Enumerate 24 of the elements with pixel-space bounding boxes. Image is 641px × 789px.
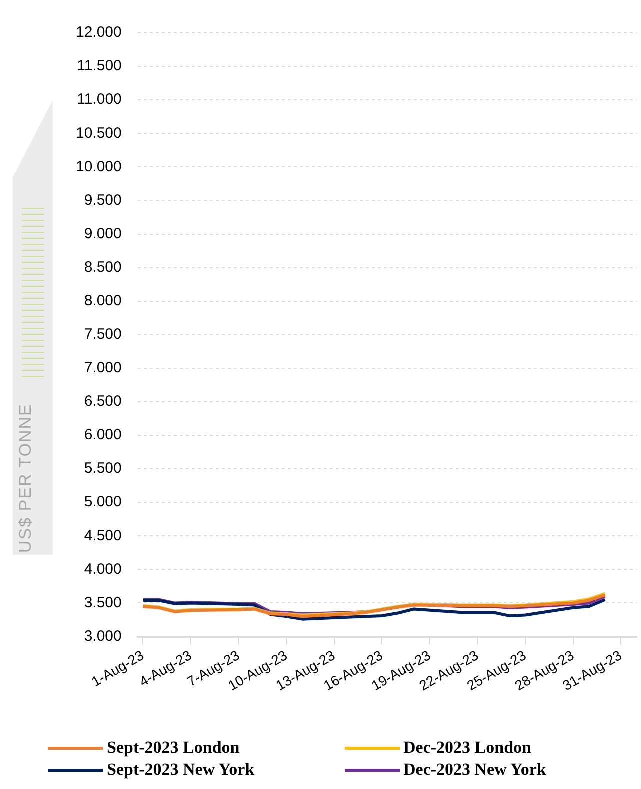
- legend-label: Dec-2023 London: [404, 738, 532, 758]
- y-tick-label: 10.500: [76, 124, 122, 142]
- y-tick-label: 10.000: [76, 158, 122, 176]
- y-tick-label: 7.000: [84, 360, 122, 377]
- y-tick-label: 4.000: [84, 560, 122, 578]
- y-axis-title: US$ PER TONNE: [16, 404, 36, 553]
- y-tick-label: 8.500: [84, 258, 122, 276]
- y-tick-label: 7.500: [84, 326, 122, 344]
- y-tick-label: 12.000: [76, 24, 122, 42]
- y-tick-label: 11.500: [77, 58, 122, 75]
- y-tick-label: 4.500: [84, 527, 122, 544]
- y-tick-label: 6.500: [84, 393, 122, 410]
- y-tick-label: 5.000: [84, 494, 122, 511]
- legend-label: Sept-2023 New York: [107, 760, 255, 780]
- legend-label: Dec-2023 New York: [404, 760, 546, 780]
- legend-label: Sept-2023 London: [107, 738, 240, 758]
- y-tick-label: 5.500: [84, 460, 122, 478]
- y-tick-label: 8.000: [84, 292, 122, 310]
- y-tick-label: 9.000: [84, 225, 122, 242]
- y-tick-label: 3.500: [84, 594, 122, 612]
- y-tick-label: 11.000: [77, 91, 122, 108]
- y-tick-label: 6.000: [84, 426, 122, 444]
- y-tick-label: 3.000: [84, 628, 122, 645]
- y-tick-label: 9.500: [84, 192, 122, 209]
